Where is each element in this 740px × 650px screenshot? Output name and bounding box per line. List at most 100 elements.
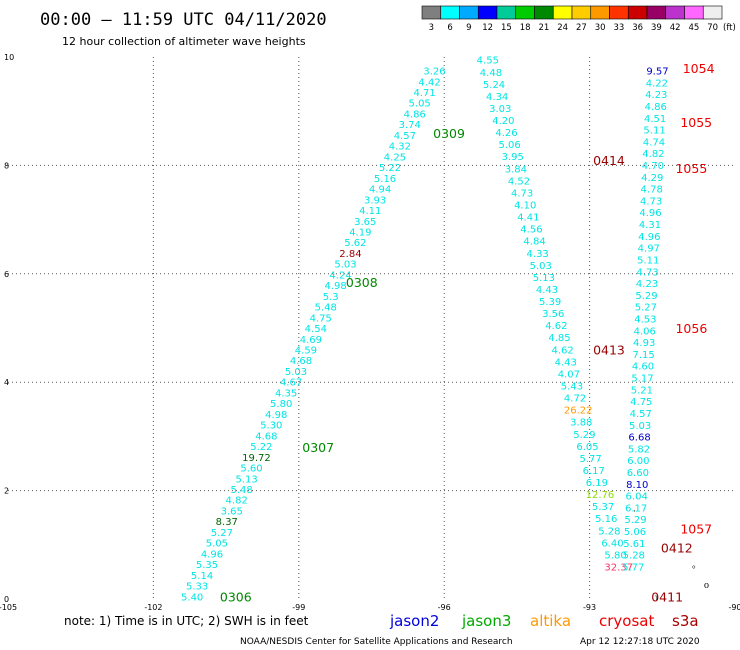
wave-height-label: 19.72 [242,453,271,464]
wave-height-label: 3.03 [489,104,511,115]
wave-height-label: 4.43 [555,357,577,368]
wave-height-label: 5.62 [344,238,366,249]
wave-height-label: 4.57 [630,409,652,420]
wave-height-label: 4.60 [632,362,654,373]
wave-height-label: 4.23 [645,90,667,101]
wave-height-label: 5.39 [539,297,561,308]
wave-height-label: 6.04 [626,492,648,503]
x-tick-label: -102 [144,603,162,612]
color-scale-swatch [477,5,498,20]
wave-height-label: 4.78 [641,185,663,196]
wave-height-label: 4.57 [394,131,416,142]
color-scale-label: 12 [482,23,493,33]
small-symbol: ° [692,564,696,574]
wave-height-label: 4.10 [514,201,536,212]
wave-height-label: 4.73 [640,196,662,207]
legend-entry-altika: altika [530,612,571,630]
color-scale-label: 15 [501,23,512,33]
color-scale-swatch [684,5,704,20]
color-scale-swatch [515,5,535,20]
wave-height-label: 5.05 [206,539,228,550]
wave-height-label: 5.29 [624,515,646,526]
color-scale-swatch [646,5,667,20]
wave-height-label: 5.61 [623,539,645,550]
wave-height-label: 5.33 [186,582,208,593]
color-scale-swatch [627,5,648,20]
color-scale-swatch [665,5,685,20]
legend-entry-s3a: s3a [672,612,699,630]
pass-annotations: 0306 0307 0308 0309 0414 0413 0412 0411 1054 1055… [220,61,715,604]
wave-height-label: 5.17 [631,374,653,385]
wave-height-label: 5.24 [483,80,505,91]
legend-entry-jason2: jason2 [389,612,439,630]
wave-height-label: 4.56 [520,225,542,236]
pass-annotation: 1057 [680,522,712,537]
axis-ticks: -105 -102 -99 -96 -93 -90 0 2 4 6 8 10 [0,53,740,612]
wave-height-label: 4.31 [639,220,661,231]
small-symbol: o [704,580,709,591]
wave-height-label: 5.30 [260,421,282,432]
wave-height-label: 4.94 [369,185,391,196]
color-scale-label: 6 [447,23,452,33]
wave-height-label: 4.35 [275,388,297,399]
wave-height-label: 4.20 [492,116,514,127]
wave-height-label: 4.11 [359,206,381,217]
wave-height-label: 5.21 [631,385,653,396]
wave-height-label: 4.59 [295,346,317,357]
wave-height-label: 5.06 [624,527,646,538]
wave-height-label: 4.71 [413,88,435,99]
color-scale-label: 36 [632,23,643,33]
wave-height-label: 5.05 [409,99,431,110]
y-tick-label: 2 [4,487,9,496]
wave-height-label: 5.03 [629,421,651,432]
wave-height-label: 3.84 [505,164,527,175]
wave-height-label: 4.82 [226,496,248,507]
color-scale-legend: 3 6 9 12 15 18 21 24 27 30 33 36 39 42 45 70 (ft) [421,5,736,33]
pass-annotation: 0308 [346,275,378,290]
wave-height-label: 3.56 [542,309,564,320]
wave-height-label: 5.82 [628,444,650,455]
wave-height-label: 4.75 [310,313,332,324]
wave-height-label: 5.27 [211,528,233,539]
wave-height-label: 5.06 [498,140,520,151]
wave-height-label: 4.25 [384,152,406,163]
wave-height-label: 7.15 [632,350,654,361]
color-scale-swatch [534,5,554,20]
wave-height-label: 4.75 [630,397,652,408]
legend-entry-jason3: jason3 [461,612,511,630]
wave-height-label: 4.41 [517,213,539,224]
wave-height-label: 8.10 [626,480,648,491]
wave-height-label: 4.34 [486,92,508,103]
y-tick-label: 8 [4,161,9,170]
wave-height-label: 2.84 [339,249,361,260]
wave-height-label: 26.22 [564,406,593,417]
pass-annotation: 0412 [661,541,693,556]
wave-height-label: 5.22 [250,442,272,453]
x-tick-label: -93 [583,603,596,612]
wave-height-values: 5.405.335.145.354.965.055.278.373.654.82… [181,56,669,604]
x-tick-label: -99 [292,603,305,612]
wave-height-label: 4.53 [634,315,656,326]
wave-height-label: 6.60 [627,468,649,479]
color-scale-label: 18 [520,23,531,33]
wave-height-label: 5.13 [235,474,257,485]
color-scale-label: 33 [613,23,624,33]
pass-annotation: 1054 [683,61,715,76]
wave-height-label: 4.52 [508,176,530,187]
wave-height-label: 5.35 [196,560,218,571]
pass-annotation: 0413 [593,343,625,358]
wave-height-label: 4.55 [477,56,499,67]
wave-height-label: 5.77 [622,562,644,573]
wave-height-label: 5.13 [533,273,555,284]
wave-height-label: 4.85 [548,333,570,344]
wave-height-label: 4.26 [495,128,517,139]
wave-height-label: 5.16 [595,514,617,525]
color-scale-label: 45 [688,23,699,33]
y-tick-label: 10 [4,53,14,62]
wave-height-label: 4.22 [646,78,668,89]
wave-height-label: 5.03 [334,260,356,271]
wave-height-label: 4.96 [639,208,661,219]
wave-height-label: 5.22 [379,163,401,174]
wave-height-label: 5.40 [181,592,203,603]
